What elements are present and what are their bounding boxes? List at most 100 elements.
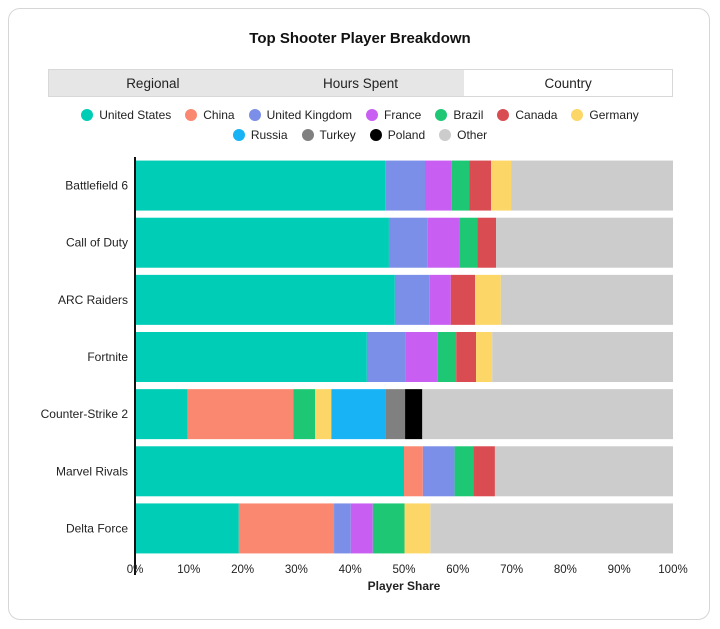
bar-segment-battlefield-6-united-kingdom [385,160,425,211]
bar-segment-arc-raiders-united-states [135,274,395,325]
x-tick-label: 80% [554,564,577,576]
bar-segment-counter-strike-2-brazil [293,389,316,440]
legend-item-russia[interactable]: Russia [232,128,288,142]
bar-segment-counter-strike-2-germany [315,389,332,440]
bar-segment-fortnite-other [492,332,673,382]
legend-label: Brazil [453,108,484,122]
bar-segment-delta-force-united-kingdom [334,503,351,554]
legend-swatch [369,129,382,141]
bar-segment-arc-raiders-france [429,274,451,325]
bar-segment-call-of-duty-france [427,217,460,268]
bar-segment-delta-force-china [238,503,335,554]
legend-swatch [301,129,314,141]
bar-segment-delta-force-france [350,503,373,554]
x-tick-label: 50% [392,564,415,576]
x-tick-label: 70% [500,564,523,576]
bar-segment-arc-raiders-other [500,274,673,325]
bar-segment-counter-strike-2-turkey [385,389,406,440]
legend-item-brazil[interactable]: Brazil [435,108,483,122]
bar-segment-marvel-rivals-brazil [454,446,474,497]
legend-swatch [366,109,378,121]
legend-swatch [81,109,94,121]
legend-label: Germany [589,108,639,122]
legend-item-france[interactable]: France [366,108,421,122]
tab-hours-spent[interactable]: Hours Spent [256,70,465,96]
bar-segment-counter-strike-2-china [187,389,294,440]
x-tick-label: 10% [177,564,200,576]
chart-title: Top Shooter Player Breakdown [249,30,471,47]
legend-item-united-kingdom[interactable]: United Kingdom [248,108,352,122]
legend-item-canada[interactable]: Canada [497,108,557,122]
legend-swatch [497,109,510,121]
view-tabs: Regional Hours Spent Country [48,69,673,97]
bar-segment-fortnite-brazil [437,332,457,382]
bar-segment-fortnite-united-kingdom [366,332,406,382]
x-tick-label: 30% [285,564,308,576]
bar-segment-delta-force-united-states [135,503,239,554]
bar-segment-counter-strike-2-poland [405,389,423,440]
category-label: Marvel Rivals [56,464,128,478]
bar-segment-battlefield-6-france [424,160,452,211]
x-tick-label: 100% [658,564,687,576]
x-tick-label: 40% [339,564,362,576]
bar-segment-marvel-rivals-united-kingdom [422,446,455,497]
tab-country[interactable]: Country [464,70,673,96]
category-label: Fortnite [87,350,128,364]
bar-segment-marvel-rivals-china [404,446,423,497]
legend-label: Other [457,128,488,142]
bar-segment-fortnite-germany [476,332,493,382]
category-label: ARC Raiders [58,293,128,307]
bar-segment-arc-raiders-united-kingdom [394,274,430,325]
bar-segment-marvel-rivals-united-states [135,446,404,497]
legend-label: United Kingdom [266,108,352,122]
x-tick-label: 0% [127,564,144,576]
tab-regional[interactable]: Regional [49,70,257,96]
legend: United States China United Kingdom France Br… [60,108,660,142]
legend-item-turkey[interactable]: Turkey [301,128,356,142]
legend-label: Russia [250,128,288,142]
bar-segment-counter-strike-2-other [422,389,673,440]
bar-segment-call-of-duty-united-states [135,217,389,268]
category-label: Counter-Strike 2 [41,407,129,421]
legend-swatch [248,109,261,121]
legend-item-poland[interactable]: Poland [369,128,426,142]
x-tick-label: 20% [231,564,254,576]
bar-segment-call-of-duty-canada [477,217,496,268]
bar-segment-call-of-duty-united-kingdom [388,217,428,268]
legend-swatch [439,129,452,141]
bar-segment-battlefield-6-germany [491,160,512,211]
bar-segment-arc-raiders-canada [450,274,476,325]
bar-segment-delta-force-brazil [372,503,405,554]
bar-segment-battlefield-6-canada [469,160,492,211]
legend-item-germany[interactable]: Germany [571,108,639,122]
legend-swatch [571,109,584,121]
legend-label: Poland [387,128,426,142]
legend-item-other[interactable]: Other [439,128,487,142]
legend-label: United States [99,108,172,122]
bar-segment-delta-force-other [430,503,673,554]
legend-item-united-states[interactable]: United States [81,108,171,122]
legend-label: China [203,108,235,122]
legend-swatch [232,129,245,141]
legend-label: France [384,108,422,122]
legend-swatch [185,109,198,121]
legend-label: Canada [515,108,558,122]
bar-segment-fortnite-canada [456,332,477,382]
category-label: Battlefield 6 [65,179,128,193]
bar-segment-arc-raiders-germany [475,274,501,325]
x-axis-title: Player Share [368,579,441,593]
x-tick-label: 60% [446,564,469,576]
bar-segment-battlefield-6-united-states [135,160,386,211]
bar-segment-battlefield-6-brazil [451,160,470,211]
bar-segment-fortnite-france [405,332,438,382]
category-label: Call of Duty [66,236,128,250]
legend-label: Turkey [319,128,356,142]
bar-segment-delta-force-germany [404,503,431,554]
legend-item-china[interactable]: China [185,108,235,122]
bar-segment-battlefield-6-other [511,160,673,211]
bar-segment-marvel-rivals-other [494,446,673,497]
bar-segment-fortnite-united-states [135,332,367,382]
x-tick-label: 90% [608,564,631,576]
category-label: Delta Force [66,521,128,535]
